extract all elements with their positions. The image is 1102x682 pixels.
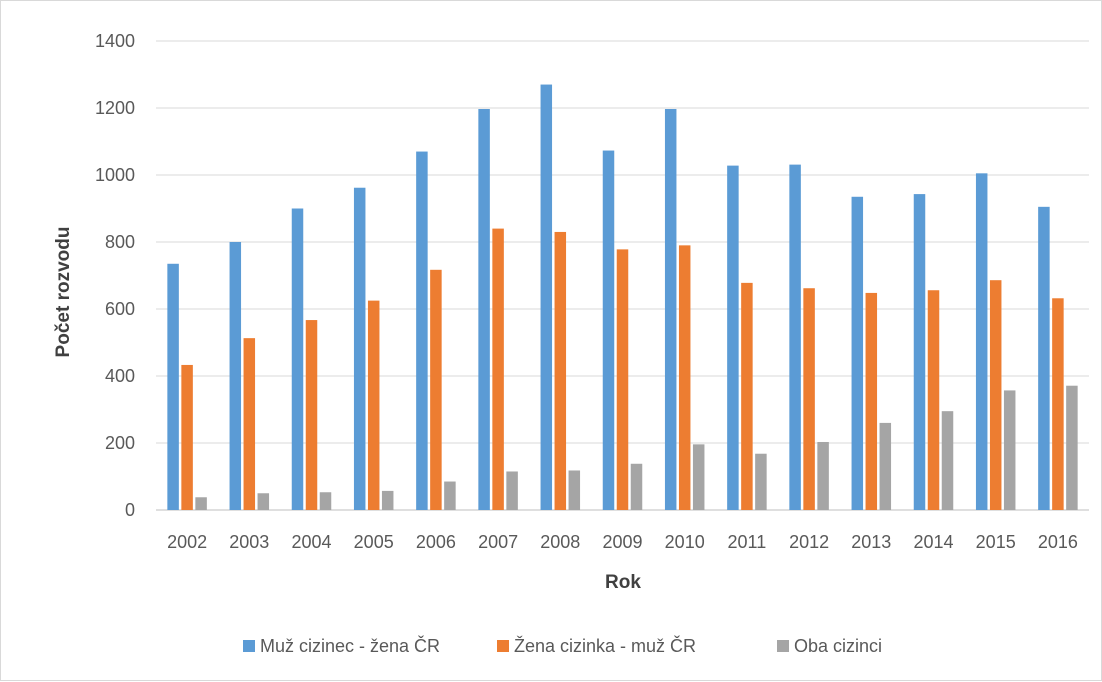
bar-3-2013 xyxy=(879,422,892,510)
bar-1-2016 xyxy=(1038,206,1050,510)
y-tick-label: 800 xyxy=(105,232,135,252)
bar-1-2012 xyxy=(789,164,801,511)
x-tick-label: 2009 xyxy=(602,532,642,552)
x-tick-label: 2013 xyxy=(851,532,891,552)
legend-swatch-2 xyxy=(497,640,509,652)
legend-label-3: Oba cizinci xyxy=(794,636,882,656)
bar-3-2012 xyxy=(817,441,829,510)
y-tick-label: 0 xyxy=(125,500,135,520)
bar-3-2006 xyxy=(444,481,456,510)
x-tick-label: 2003 xyxy=(229,532,269,552)
x-axis-title: Rok xyxy=(605,572,641,593)
bar-1-2006 xyxy=(416,151,428,511)
bar-2-2014 xyxy=(927,290,940,510)
bar-3-2015 xyxy=(1003,390,1016,510)
x-tick-label: 2014 xyxy=(913,532,953,552)
bar-1-2002 xyxy=(167,263,179,510)
bar-2-2012 xyxy=(803,288,815,510)
bar-1-2003 xyxy=(229,242,242,510)
bar-1-2004 xyxy=(291,208,304,510)
x-tick-label: 2006 xyxy=(416,532,456,552)
bar-3-2008 xyxy=(568,470,581,510)
bar-2-2016 xyxy=(1052,298,1064,510)
bar-1-2009 xyxy=(602,150,615,511)
y-tick-label: 200 xyxy=(105,433,135,453)
bar-1-2005 xyxy=(353,187,366,511)
x-tick-label: 2011 xyxy=(728,532,767,552)
x-tick-label: 2005 xyxy=(354,532,394,552)
bar-3-2010 xyxy=(692,444,705,510)
y-tick-label: 600 xyxy=(105,299,135,319)
legend-label-2: Žena cizinka - muž ČR xyxy=(514,635,696,656)
bar-1-2013 xyxy=(851,196,864,510)
x-tick-label: 2004 xyxy=(291,532,331,552)
x-tick-label: 2012 xyxy=(789,532,829,552)
y-axis-title: Počet rozvodu xyxy=(53,227,74,358)
y-tick-label: 1400 xyxy=(95,31,135,51)
legend-label-1: Muž cizinec - žena ČR xyxy=(260,635,440,656)
bar-2-2006 xyxy=(430,269,442,510)
bar-2-2009 xyxy=(616,249,629,510)
bar-2-2002 xyxy=(181,364,193,510)
bar-3-2007 xyxy=(506,471,518,510)
y-axis-ticks: 0 200 400 600 800 1000 1200 1400 xyxy=(95,31,135,520)
x-tick-label: 2002 xyxy=(167,532,207,552)
bar-3-2004 xyxy=(319,492,332,510)
bar-1-2014 xyxy=(913,194,926,510)
legend-swatch-1 xyxy=(243,640,255,652)
bar-3-2016 xyxy=(1066,385,1078,510)
bar-2-2013 xyxy=(865,292,878,510)
bar-2-2005 xyxy=(367,300,380,510)
bar-1-2015 xyxy=(975,173,988,510)
x-tick-label: 2008 xyxy=(540,532,580,552)
bar-2-2004 xyxy=(305,320,318,510)
bar-3-2002 xyxy=(195,497,207,510)
bar-1-2010 xyxy=(664,109,677,510)
bar-3-2009 xyxy=(630,463,643,510)
y-tick-label: 400 xyxy=(105,366,135,386)
bar-3-2011 xyxy=(755,453,767,510)
bar-2-2008 xyxy=(554,231,567,510)
x-tick-label: 2010 xyxy=(665,532,705,552)
bars xyxy=(167,84,1078,511)
x-tick-label: 2016 xyxy=(1038,532,1078,552)
legend-swatch-3 xyxy=(777,640,789,652)
bar-2-2010 xyxy=(678,245,691,510)
bar-2-2015 xyxy=(989,280,1002,510)
x-axis-ticks: 2002 2003 2004 2005 2006 2007 2008 2009 2010 2011… xyxy=(167,532,1078,552)
bar-1-2007 xyxy=(478,109,490,510)
x-tick-label: 2015 xyxy=(976,532,1016,552)
bar-1-2011 xyxy=(727,165,739,510)
bar-2-2011 xyxy=(741,282,753,510)
y-tick-label: 1000 xyxy=(95,165,135,185)
bar-2-2003 xyxy=(243,338,256,510)
x-tick-label: 2007 xyxy=(478,532,518,552)
bar-3-2005 xyxy=(381,490,394,510)
bar-1-2008 xyxy=(540,84,553,511)
y-tick-label: 1200 xyxy=(95,98,135,118)
legend: Muž cizinec - žena ČR Žena cizinka - muž … xyxy=(243,635,882,656)
bar-3-2003 xyxy=(257,493,270,510)
bar-2-2007 xyxy=(492,228,504,510)
bar-3-2014 xyxy=(941,411,954,510)
